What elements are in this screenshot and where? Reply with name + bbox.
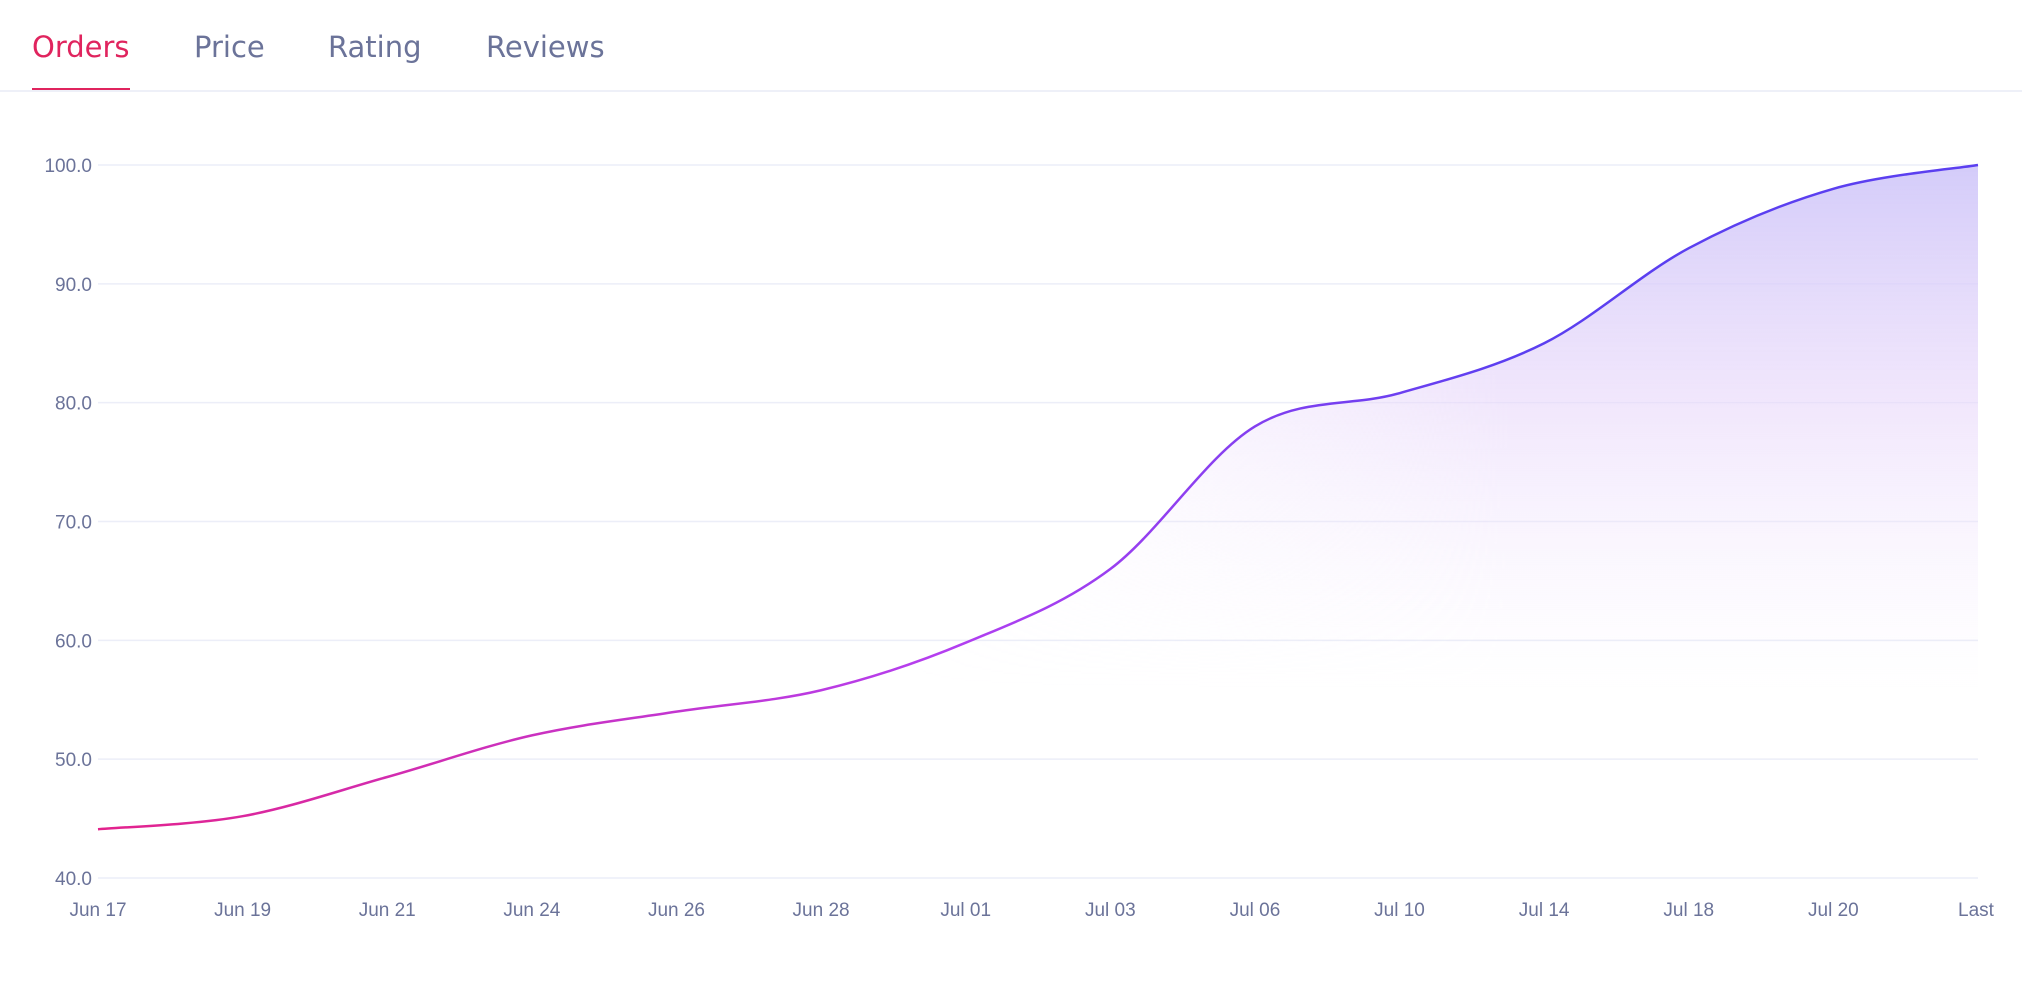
tab-rating[interactable]: Rating (328, 30, 422, 64)
series-line (97, 163, 1979, 831)
x-tick-label: Jul 01 (940, 900, 991, 921)
x-tick-label: Jun 28 (793, 900, 850, 921)
y-tick-label: 90.0 (55, 275, 92, 296)
x-tick-label: Last (1958, 900, 1995, 921)
x-tick-label: Jun 21 (359, 900, 416, 921)
tab-reviews[interactable]: Reviews (486, 30, 605, 64)
x-tick-label: Jul 10 (1374, 900, 1425, 921)
tab-orders[interactable]: Orders (32, 30, 130, 90)
y-tick-label: 40.0 (55, 869, 92, 890)
x-tick-label: Jun 19 (214, 900, 271, 921)
y-tick-label: 100.0 (44, 156, 92, 177)
y-tick-label: 50.0 (55, 750, 92, 771)
tab-price[interactable]: Price (194, 30, 265, 64)
y-tick-label: 60.0 (55, 631, 92, 652)
x-tick-label: Jul 03 (1085, 900, 1136, 921)
x-tick-label: Jul 06 (1230, 900, 1281, 921)
tab-bar: Orders Price Rating Reviews (0, 0, 2022, 92)
x-tick-label: Jul 18 (1663, 900, 1714, 921)
x-tick-label: Jun 24 (503, 900, 560, 921)
x-tick-label: Jun 26 (648, 900, 705, 921)
x-tick-label: Jul 20 (1808, 900, 1859, 921)
area-fill (98, 165, 1978, 878)
x-tick-label: Jun 17 (69, 900, 126, 921)
y-tick-label: 70.0 (55, 513, 92, 534)
y-tick-label: 80.0 (55, 394, 92, 415)
x-tick-label: Jul 14 (1519, 900, 1570, 921)
